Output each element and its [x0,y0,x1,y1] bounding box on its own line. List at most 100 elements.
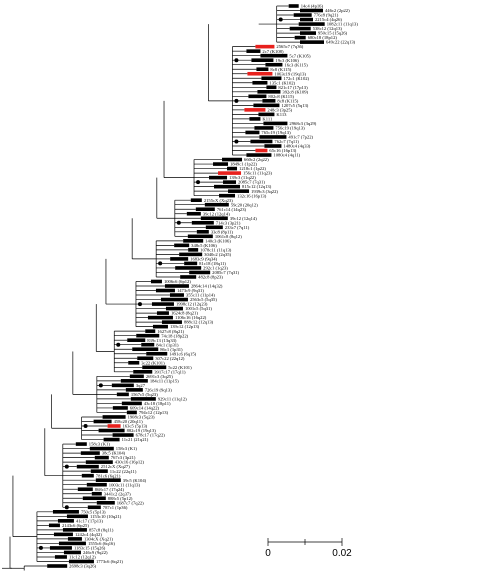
leaf-label: 1001c5 (5q31) [185,306,212,311]
leaf-label: 2143c6 (6p25) [62,523,89,528]
leaf-label: 348c5 (K106) [191,243,217,248]
sequence-bar [58,541,86,546]
leaf-label: 2698c3 (3q26) [69,564,96,569]
leaf-label: 8c8 (K115) [270,67,291,72]
leaf-label: 491c7 (7p22) [288,135,313,140]
sequence-bar [294,35,306,40]
leaf-label: 74c18 (18p22) [161,333,188,338]
sequence-bar [189,270,211,275]
bootstrap-node [234,98,239,103]
sequence-bar [300,8,323,13]
leaf-label: 1624c8 (8q21) [171,311,198,316]
sequence-bar [293,13,312,17]
tree-branches [2,5,300,571]
sequence-bar [300,17,313,22]
leaf-label: 65c16 (16p13) [269,148,296,153]
leaf-label: 482c8 (8p23) [198,275,223,280]
sequence-bar [165,306,183,311]
sequence-bar [94,455,109,460]
sequence-bar [205,225,223,230]
leaf-label: 5c7 (K105) [289,53,311,58]
scale-bar-label-end: 0.02 [332,548,352,559]
leaf-label: 132c16 (16p13) [237,193,267,198]
leaf-label: 33c8 (8p11) [211,229,234,234]
leaf-label: 888c12 (12q13) [184,320,214,325]
leaf-label: 1063c19 (19q13) [274,71,306,76]
sequence-bar [266,85,277,90]
leaf-label: 11c12 (12q12) [69,555,96,560]
leaf-label: 3q27 [136,383,146,388]
sequence-bar [127,338,146,342]
sequence-bar [152,324,168,329]
leaf-label: 756c19 (19q13) [275,126,305,131]
highlighted-sequence-bar [107,424,121,428]
sequence-bar [161,320,182,324]
sequence-bar [98,428,125,433]
leaf-label: 1242c4 (4q32) [75,532,102,537]
leaf-label: 765c19 (19q13) [261,130,291,135]
sequence-bar [141,342,155,347]
sequence-bar [156,311,169,315]
leaf-label: K113 [276,112,287,117]
leaf-label: 184c11 (11p15) [150,378,179,383]
sequence-bar [49,546,72,550]
leaf-label: 43c18 (18p11) [144,401,171,406]
leaf-label: 2691c3 (3q25) [146,374,173,379]
sequence-bar [112,433,134,437]
sequence-bar [116,392,129,397]
sequence-bar [196,230,209,234]
leaf-label: 2968c3 (3q29) [289,121,316,126]
leaf-label: 1006c6 (6p12) [164,279,191,284]
highlighted-sequence-bar [218,171,242,175]
leaf-label: 1908c3 (5q23) [128,415,155,420]
leaf-label: 794c12 (12p13) [139,410,169,415]
leaf-label: K111 [262,117,273,122]
bootstrap-node [38,545,43,550]
leaf-label: 59c20 (20q12) [231,202,258,207]
leaf-label: 802c8 (K115) [268,94,294,99]
leaf-label: 139c12 (12p13) [170,324,200,329]
leaf-label: 39c12 (12q14) [203,211,230,216]
sequence-bar [150,279,162,284]
sequence-bar [145,329,156,333]
sequence-bar [136,333,160,338]
leaf-label: 868c17 (17q24) [95,487,125,492]
sequence-bar [252,80,268,85]
sequence-bar [253,103,280,108]
scale-bar-label-start: 0 [265,548,271,559]
sequence-bar [264,144,282,148]
leaf-label: 81c18 (18q11) [199,261,226,266]
sequence-bar [125,388,143,392]
sequence-bar [191,220,214,225]
sequence-bar [80,451,100,455]
sequence-bar [222,157,243,162]
sequence-bar [187,234,213,239]
leaf-label: 2864c14 (14q32) [191,284,223,289]
leaf-label: 678c17 (17q22) [136,433,166,438]
highlighted-sequence-bar [255,148,268,153]
sequence-bar [87,505,101,510]
leaf-label: 1003c11 (11q13) [109,482,141,487]
sequence-bar [219,193,236,198]
leaf-label: 815c12 (12q13) [242,184,272,189]
bootstrap-node [83,424,88,428]
sequence-bar [147,315,173,320]
leaf-label: 680c18 (18p12) [308,35,338,40]
bootstrap-node [278,17,283,22]
sequence-bar [48,523,60,528]
sequence-bar [223,180,237,184]
leaf-label: 726c19 (9q13) [145,387,172,392]
leaf-label: 888c5 (5p12) [108,496,133,501]
sequence-bar [188,248,199,252]
sequence-bar [142,365,167,370]
leaf-label: 1627c8 (8q21) [157,329,184,334]
leaf-label: 430c16 (16p12) [115,460,145,465]
leaf-label: 1687c7 (7q22) [117,500,144,505]
leaf-label: 2215c4 (4q26) [315,17,342,22]
leaf-label: 3c22 (K101) [141,360,165,365]
leaf-label: 140c3 (K106) [205,238,231,243]
sequence-bar [133,370,153,374]
leaf-label: 762c7 (7q11) [274,139,299,144]
sequence-bar [195,207,215,212]
leaf-label: 248c3 (3p25) [267,107,292,112]
